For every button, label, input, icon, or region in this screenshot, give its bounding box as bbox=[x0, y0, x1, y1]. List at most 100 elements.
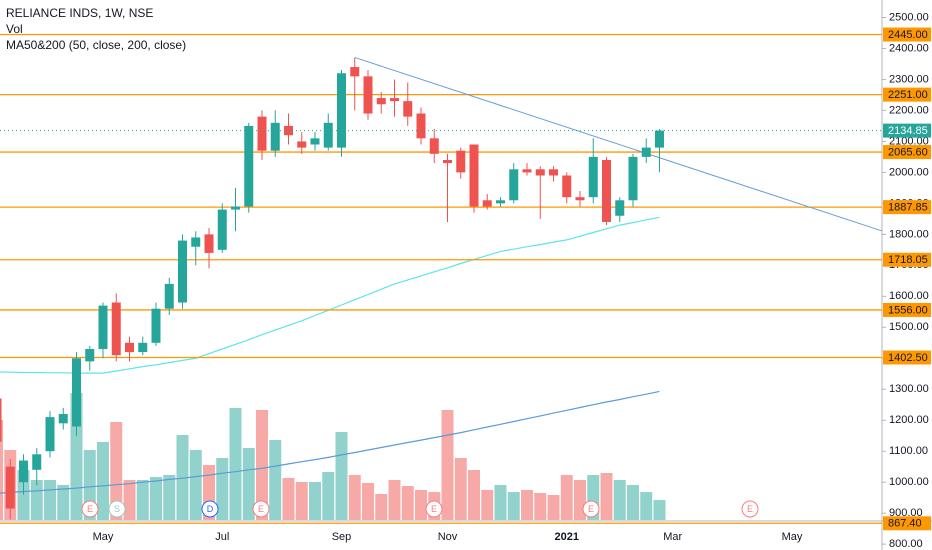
event-label: E bbox=[87, 504, 93, 514]
volume-bar bbox=[163, 475, 176, 520]
volume-bar bbox=[176, 435, 189, 520]
volume-bar bbox=[242, 448, 255, 520]
candle-body bbox=[270, 122, 280, 151]
volume-bar bbox=[494, 485, 507, 520]
volume-bar bbox=[653, 500, 666, 520]
volume-bar bbox=[282, 478, 295, 520]
candle-body bbox=[0, 398, 2, 442]
candle-body bbox=[429, 138, 439, 154]
level-label-bg bbox=[883, 350, 931, 365]
volume-bar bbox=[335, 432, 348, 520]
volume-bar bbox=[560, 475, 573, 520]
y-tick-label: 2000.00 bbox=[889, 166, 929, 178]
volume-bar bbox=[401, 486, 414, 520]
trendline bbox=[354, 56, 883, 232]
chart-title: RELIANCE INDS, 1W, NSE bbox=[6, 6, 153, 20]
level-label: 1402.50 bbox=[888, 352, 928, 364]
volume-bar bbox=[322, 472, 335, 520]
ma-line bbox=[0, 390, 660, 494]
volume-bar bbox=[481, 490, 494, 520]
volume-bar bbox=[229, 408, 242, 520]
level-label-bg bbox=[883, 87, 931, 102]
candle-body bbox=[350, 67, 360, 77]
candle-body bbox=[615, 200, 625, 216]
candle-body bbox=[310, 138, 320, 145]
x-tick-label: May bbox=[93, 531, 114, 543]
candle-body bbox=[575, 197, 585, 201]
candle-body bbox=[244, 125, 254, 207]
event-label: E bbox=[431, 504, 437, 514]
candle-body bbox=[655, 130, 664, 148]
x-tick-label: Nov bbox=[438, 531, 458, 543]
volume-bar bbox=[613, 480, 626, 520]
candle-body bbox=[204, 234, 214, 253]
candle-body bbox=[85, 348, 95, 362]
volume-bar bbox=[150, 477, 162, 520]
level-label-bg bbox=[883, 145, 931, 160]
candle-body bbox=[509, 169, 519, 201]
volume-bar bbox=[521, 490, 533, 520]
candle-body bbox=[337, 73, 346, 148]
volume-bar bbox=[136, 480, 149, 520]
candle-body bbox=[496, 200, 505, 204]
level-label: 2065.60 bbox=[888, 146, 928, 158]
volume-bar bbox=[295, 482, 308, 520]
level-label-bg bbox=[883, 200, 931, 215]
volume-bar bbox=[600, 473, 613, 520]
volume-bar bbox=[269, 440, 282, 520]
candle-body bbox=[231, 206, 240, 210]
candle-body bbox=[19, 460, 28, 483]
legend-vol: Vol bbox=[6, 22, 23, 36]
volume-bar bbox=[415, 490, 427, 520]
event-label: D bbox=[207, 504, 214, 514]
y-tick-label: 2400.00 bbox=[889, 42, 929, 54]
candle-body bbox=[416, 113, 426, 139]
candle-body bbox=[641, 147, 651, 157]
candle-body bbox=[45, 417, 55, 452]
event-marker bbox=[201, 500, 219, 518]
volume-bar bbox=[547, 495, 560, 520]
candle-body bbox=[323, 122, 333, 148]
volume-bar bbox=[256, 410, 268, 520]
candle-body bbox=[482, 200, 492, 207]
event-marker bbox=[425, 500, 443, 518]
event-marker bbox=[108, 500, 126, 518]
level-label: 2251.00 bbox=[888, 89, 928, 101]
y-tick-label: 900.00 bbox=[889, 507, 923, 519]
level-label-bg bbox=[883, 302, 931, 317]
y-tick-label: 1200.00 bbox=[889, 414, 929, 426]
y-tick-label: 1300.00 bbox=[889, 383, 929, 395]
candle-body bbox=[72, 358, 81, 427]
volume-bar bbox=[375, 494, 388, 520]
x-tick-label: Jul bbox=[215, 531, 229, 543]
volume-bar bbox=[348, 475, 361, 520]
volume-bar bbox=[44, 480, 56, 520]
volume-bar bbox=[0, 420, 3, 520]
volume-bar bbox=[362, 483, 374, 520]
candle-body bbox=[522, 169, 532, 173]
level-label-bg bbox=[883, 516, 931, 531]
volume-bar bbox=[17, 470, 30, 520]
event-marker bbox=[582, 500, 600, 518]
volume-bar bbox=[640, 492, 653, 520]
level-label-bg bbox=[883, 27, 931, 42]
level-label: 867.40 bbox=[888, 518, 922, 530]
level-label: 1556.00 bbox=[888, 304, 928, 316]
x-tick-label: Sep bbox=[332, 531, 352, 543]
y-tick-label: 1000.00 bbox=[889, 476, 929, 488]
y-tick-label: 1500.00 bbox=[889, 321, 929, 333]
candle-body bbox=[456, 150, 466, 173]
candle-body bbox=[178, 240, 187, 303]
candle-body bbox=[403, 101, 413, 117]
y-tick-label: 2100.00 bbox=[889, 135, 929, 147]
volume-bar bbox=[97, 442, 109, 520]
level-label-bg bbox=[883, 252, 931, 267]
candle-body bbox=[363, 76, 373, 114]
level-label: 1887.85 bbox=[888, 202, 928, 214]
volume-bar bbox=[57, 485, 70, 520]
event-label: E bbox=[588, 504, 594, 514]
event-marker bbox=[252, 500, 270, 518]
event-label: E bbox=[747, 504, 753, 514]
candle-body bbox=[164, 283, 174, 309]
